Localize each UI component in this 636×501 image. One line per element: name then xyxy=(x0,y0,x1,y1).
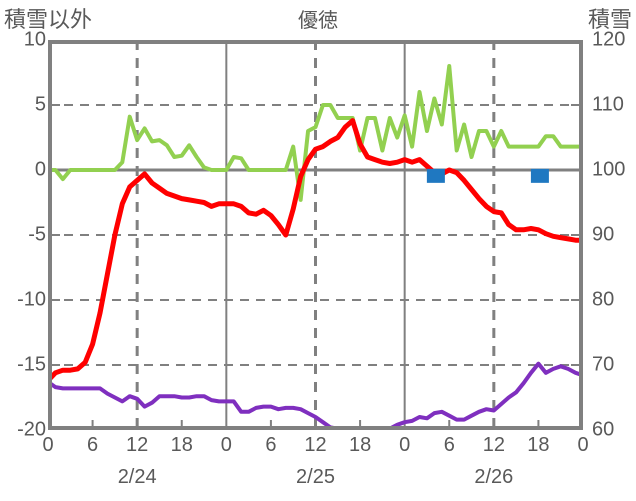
x-axis-tick-label: 0 xyxy=(577,434,589,456)
x-axis-tick-label: 12 xyxy=(304,434,327,456)
y-axis-tick-label-left: -20 xyxy=(17,418,46,441)
x-axis-tick-label: 0 xyxy=(220,434,232,456)
y-axis-tick-label-right: 100 xyxy=(592,158,626,181)
x-axis-day-label: 2/26 xyxy=(474,466,514,488)
x-axis-tick-label: 12 xyxy=(126,434,149,456)
x-axis-tick-label: 6 xyxy=(87,434,99,456)
left-axis-title: 積雪以外 xyxy=(4,7,93,32)
x-axis-tick-label: 0 xyxy=(399,434,411,456)
y-axis-tick-label-left: 10 xyxy=(23,28,46,51)
plot-border xyxy=(48,40,583,430)
x-axis-tick-label: 6 xyxy=(443,434,455,456)
right-axis-title: 積雪 xyxy=(587,7,632,32)
y-axis-tick-label-right: 110 xyxy=(592,93,624,116)
plot-area xyxy=(48,40,583,430)
y-axis-tick-label-right: 90 xyxy=(592,223,615,246)
series-line-purple-series xyxy=(48,361,583,430)
blue-marker-2 xyxy=(530,168,549,183)
y-axis-tick-label-right: 120 xyxy=(592,28,626,51)
y-axis-tick-label-left: 0 xyxy=(34,158,46,181)
x-axis-day-label: 2/24 xyxy=(117,466,157,488)
x-axis-tick-label: 18 xyxy=(348,434,372,456)
y-axis-tick-label-left: 5 xyxy=(34,93,46,116)
data-series xyxy=(48,64,583,430)
x-axis-tick-label: 18 xyxy=(527,434,550,456)
y-axis-tick-label-left: -5 xyxy=(28,223,46,246)
y-axis-tick-label-right: 70 xyxy=(592,353,615,376)
x-axis-tick-label: 6 xyxy=(265,434,277,456)
series-line-red-series xyxy=(48,118,583,384)
series-line-green-series xyxy=(48,64,583,202)
x-axis-tick-label: 0 xyxy=(42,434,54,456)
y-axis-tick-label-right: 60 xyxy=(592,418,615,441)
x-axis-day-label: 2/25 xyxy=(296,466,335,488)
y-axis-tick-label-right: 80 xyxy=(592,288,615,311)
x-axis-tick-label: 12 xyxy=(482,434,505,456)
data-markers xyxy=(426,168,549,183)
y-axis-tick-label-left: -10 xyxy=(17,288,46,311)
blue-marker-1 xyxy=(426,168,445,183)
y-axis-tick-label-left: -15 xyxy=(17,353,46,376)
x-axis-tick-label: 18 xyxy=(170,434,193,456)
chart-title: 優徳 xyxy=(298,10,338,32)
